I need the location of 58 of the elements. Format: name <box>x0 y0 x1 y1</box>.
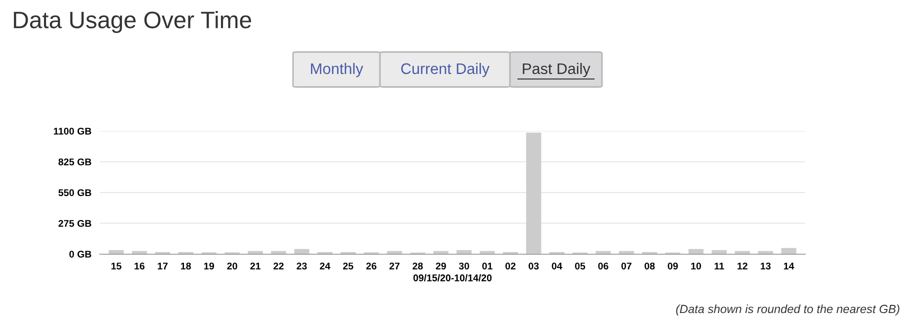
x-tick-label: 18 <box>181 262 191 270</box>
x-tick-label: 23 <box>296 262 307 270</box>
x-tick-label: 04 <box>552 262 562 270</box>
chart-title: Data Usage Over Time <box>14 10 252 34</box>
text: (Data shown is rounded to the nearest GB) <box>676 304 900 316</box>
x-tick-label: 07 <box>621 262 632 270</box>
bar <box>688 248 704 254</box>
bar <box>596 250 611 254</box>
x-tick-label: 20 <box>227 262 238 270</box>
bar <box>271 250 286 254</box>
bar <box>294 248 310 254</box>
x-tick-label: 15 <box>111 262 122 270</box>
x-tick-label: 03 <box>528 262 539 270</box>
x-tick-label: 05 <box>575 262 586 270</box>
x-tick-label: 14 <box>784 262 794 270</box>
x-tick-label: 17 <box>158 262 168 270</box>
x-tick-label: 24 <box>320 262 330 270</box>
x-tick-label: 26 <box>366 262 376 270</box>
x-tick-label: 13 <box>760 262 771 270</box>
x-tick-label: 11 <box>714 262 724 270</box>
x-tick-label: 06 <box>598 262 608 270</box>
bar <box>480 250 495 254</box>
x-tick-label: 25 <box>343 262 354 270</box>
x-tick-label: 29 <box>436 262 446 270</box>
y-tick-label: 825 GB <box>58 158 92 166</box>
x-tick-label: 28 <box>412 262 423 270</box>
x-tick-label: 08 <box>644 262 655 270</box>
bar <box>618 250 634 254</box>
bar <box>758 250 774 254</box>
text: Past Daily <box>522 62 590 78</box>
x-tick-label: 19 <box>204 262 214 270</box>
x-tick-label: 02 <box>505 262 516 270</box>
bar <box>734 250 750 254</box>
bar <box>712 250 727 254</box>
y-tick-label: 550 GB <box>58 189 92 196</box>
x-axis-title: 09/15/20-10/14/20 <box>413 274 492 282</box>
bar <box>132 250 147 254</box>
x-tick-label: 01 <box>482 262 492 270</box>
x-tick-label: 21 <box>250 262 261 270</box>
y-tick-label: 275 GB <box>58 220 92 227</box>
y-tick-label: 1100 GB <box>54 128 92 135</box>
x-tick-label: 22 <box>274 262 284 270</box>
x-tick-label: 10 <box>691 262 702 270</box>
y-tick-label: 0 GB <box>69 250 92 258</box>
bar <box>526 132 542 254</box>
text: Current Daily <box>401 62 490 78</box>
x-tick-label: 27 <box>389 262 400 270</box>
x-tick-label: 30 <box>458 262 470 270</box>
bar <box>108 250 124 254</box>
bar <box>433 250 448 254</box>
x-tick-label: 09 <box>668 262 678 270</box>
bar <box>456 250 472 254</box>
x-tick-label: 12 <box>738 262 748 270</box>
text: Monthly <box>311 62 364 78</box>
bar <box>781 248 796 254</box>
bar <box>386 250 402 254</box>
x-tick-label: 16 <box>134 262 144 270</box>
bar <box>248 250 263 254</box>
